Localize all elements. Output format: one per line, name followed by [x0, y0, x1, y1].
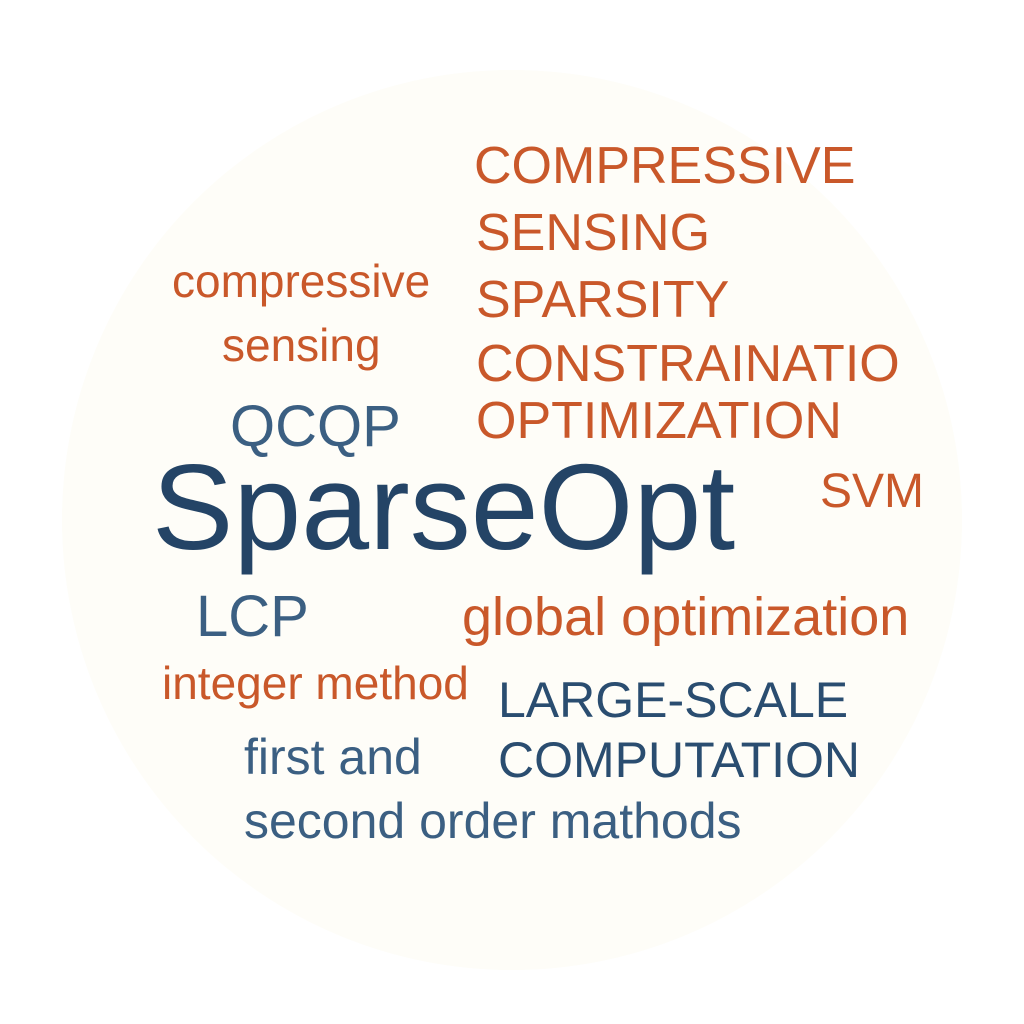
word-integer-method: integer method	[162, 657, 469, 709]
word-sparsity: SPARSITY	[476, 271, 730, 329]
word-optimization: OPTIMIZATION	[476, 392, 842, 450]
word-sensing-upper: SENSING	[476, 204, 711, 262]
word-qcqp: QCQP	[230, 394, 401, 459]
brand-title: SparseOpt	[152, 439, 736, 575]
word-global-optimization: global optimization	[462, 587, 910, 647]
word-svm: SVM	[820, 465, 925, 518]
word-compressive-lower: compressive	[172, 255, 431, 307]
word-computation: COMPUTATION	[498, 732, 861, 788]
word-lcp: LCP	[196, 584, 309, 649]
word-constraint: CONSTRAINATIO	[476, 335, 900, 393]
word-large-scale: LARGE-SCALE	[498, 672, 849, 728]
word-compressive-upper: COMPRESSIVE	[474, 137, 856, 195]
word-first-and: first and	[244, 729, 422, 785]
word-sensing-lower: sensing	[222, 319, 381, 371]
word-second-order-methods: second order mathods	[244, 793, 742, 849]
background-disc	[62, 70, 962, 970]
